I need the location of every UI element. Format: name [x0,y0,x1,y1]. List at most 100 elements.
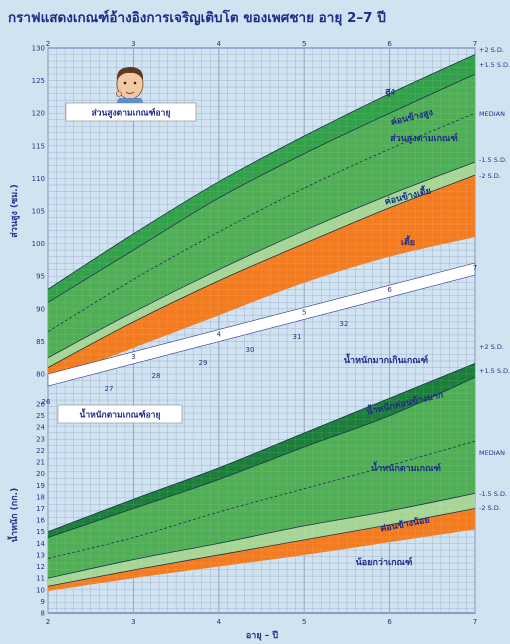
sd-label-h-minus15: -1.5 S.D. [479,156,507,164]
sd-label-h-median: MEDIAN [479,110,505,118]
x-tick-top: 4 [217,40,222,48]
x-tick-top: 7 [473,40,477,48]
x-tick-top: 6 [387,40,392,48]
weight-axis-label: น้ำหนัก (กก.) [7,488,20,542]
weight-upper-tick: 28 [152,372,161,380]
separator-age-tick: 5 [302,308,306,316]
height-box: ส่วนสูงตามเกณฑ์อายุ [65,102,197,122]
sd-lines [47,54,476,587]
height-line-minus2 [47,174,476,368]
sd-label-w-plus2: +2 S.D. [479,343,504,351]
band-label-normal-weight: น้ำหนักตามเกณฑ์ [371,461,441,474]
weight-box: น้ำหนักตามเกณฑ์อายุ [57,404,183,424]
x-tick-bottom: 7 [473,618,477,626]
x-tick-bottom: 6 [387,618,392,626]
weight-y-tick: 16 [36,517,45,525]
weight-y-tick: 24 [36,424,45,432]
height-line-minus15 [47,161,476,359]
sd-label-w-minus15: -1.5 S.D. [479,490,507,498]
band-label-underweight: น้อยกว่าเกณฑ์ [356,556,413,568]
weight-y-tick: 8 [41,610,45,618]
weight-y-tick: 11 [36,575,45,583]
x-tick-top: 5 [302,40,306,48]
weight-upper-tick: 30 [246,346,255,354]
sd-label-w-minus2: -2 S.D. [479,504,501,512]
band-label-short: เตี้ย [401,235,415,248]
height-y-tick: 85 [36,338,45,346]
weight-line-median [47,440,476,559]
height-y-tick: 95 [36,273,45,281]
child-illustration-icon [115,67,145,106]
band-label-tall: สูง [385,87,395,97]
weight-band-upper [48,377,475,559]
weight-y-tick: 25 [36,412,45,420]
weight-band-lower [48,441,475,579]
weight-line-plus2 [47,362,476,533]
separator-age-tick: 7 [473,264,477,272]
height-y-tick: 130 [32,45,45,53]
x-tick-bottom: 2 [46,618,50,626]
height-band-tall [48,54,475,303]
weight-upper-tick: 27 [105,385,114,393]
weight-line-minus15 [47,493,476,579]
height-y-tick: 115 [32,142,45,150]
height-axis-label: ส่วนสูง (ซม.) [9,184,20,237]
height-line-median [47,112,476,332]
height-y-tick: 80 [36,371,45,379]
height-y-tick: 120 [32,110,45,118]
chart-title: กราฟแสดงเกณฑ์อ้างอิงการเจริญเติบโต ของเพ… [8,8,386,26]
sd-label-h-minus2: -2 S.D. [479,172,501,180]
height-box-label: ส่วนสูงตามเกณฑ์อายุ [92,108,171,119]
weight-y-tick: 17 [36,505,45,513]
height-y-tick: 90 [36,305,45,313]
weight-y-tick: 20 [36,470,45,478]
height-bands [47,54,476,387]
sd-label-h-plus15: +1.5 S.D. [479,61,510,69]
x-tick-top: 3 [131,40,135,48]
height-y-tick: 110 [32,175,45,183]
weight-y-tick: 26 [36,401,45,409]
weight-line-plus15 [47,376,476,538]
sd-label-w-median: MEDIAN [479,449,505,457]
height-y-tick: 105 [32,208,45,216]
weight-upper-tick: 29 [199,359,208,367]
tick-labels: 2233445566778085909510010511011512012513… [32,40,478,626]
band-label-normal-height: ส่วนสูงตามเกณฑ์ [390,132,458,144]
band-label-overweight: น้ำหนักมากเกินเกณฑ์ [344,353,428,366]
weight-y-tick: 9 [41,598,45,606]
weight-y-tick: 21 [36,459,45,467]
sd-label-w-plus15: +1.5 S.D. [479,367,510,375]
separator-age-tick: 4 [217,331,222,339]
x-tick-bottom: 3 [131,618,135,626]
height-band-short [48,175,475,381]
height-line-plus2 [47,54,476,290]
sd-label-h-plus2: +2 S.D. [479,46,504,54]
x-tick-bottom: 5 [302,618,306,626]
weight-y-tick: 18 [36,493,45,501]
x-axis-label: อายุ – ปี [246,630,278,641]
separator-age-tick: 6 [387,286,392,294]
weight-upper-tick: 31 [293,333,302,341]
separator-strip [47,262,476,387]
height-y-tick: 125 [32,77,45,85]
height-band-lower [48,113,475,358]
weight-line-minus2 [47,508,476,587]
weight-y-tick: 22 [36,447,45,455]
weight-upper-tick: 32 [340,320,349,328]
height-line-plus15 [47,73,476,303]
height-band-rather-short [48,162,475,368]
height-band-upper [48,74,475,332]
weight-band-rather-light [48,493,475,587]
weight-y-tick: 14 [36,540,45,548]
x-tick-top: 2 [46,40,50,48]
separator-age-tick: 3 [131,353,135,361]
grid-overlay [47,47,476,613]
weight-band-under [48,508,475,591]
height-y-tick: 100 [32,240,45,248]
weight-y-tick: 13 [36,551,45,559]
weight-band-over [48,363,475,538]
weight-upper-tick: 26 [42,398,51,406]
weight-y-tick: 10 [36,586,45,594]
weight-y-tick: 12 [36,563,45,571]
